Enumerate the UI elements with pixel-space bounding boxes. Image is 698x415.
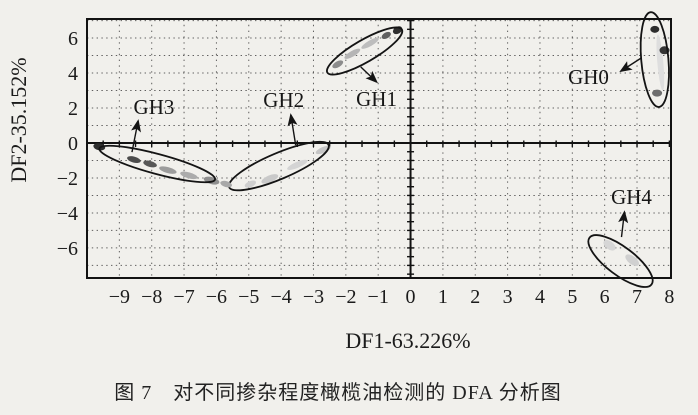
data-point [180,171,198,180]
y-tick-label: 0 [68,133,78,155]
data-point [344,48,361,59]
y-tick-label: 4 [68,63,78,85]
y-tick-label: 2 [68,98,78,120]
data-point [287,159,308,170]
data-point [656,34,665,91]
data-point [650,25,660,33]
data-point [93,143,106,151]
x-tick-label: −2 [335,286,356,308]
y-tick-label: 6 [68,28,78,50]
grid-layer [87,19,671,278]
data-point [381,31,391,40]
cluster-gh4: GH4 [587,185,654,288]
x-axis-title: DF1-63.226% [345,328,470,353]
cluster-gh1: GH1 [326,26,404,111]
x-tick-label: 1 [438,286,448,308]
cluster-boundary [98,144,216,184]
annotation-arrow [287,113,298,146]
data-point [203,176,220,185]
x-tick-label: 6 [600,286,610,308]
clusters-layer: GH0 GH1 GH2 GH3 GH4 [93,11,670,288]
cluster-label: GH1 [356,87,397,111]
axes-layer [86,18,672,279]
data-point [143,160,157,168]
cluster-boundary [639,11,670,108]
data-point [159,166,177,174]
data-point [603,240,616,251]
data-point [625,254,640,266]
x-tick-label: −7 [173,286,194,308]
cluster-gh3: GH3 [93,95,232,188]
cluster-boundary [587,234,654,288]
x-tick-label: −1 [368,286,389,308]
cluster-gh0: GH0 [568,11,670,108]
annotation-arrow [619,57,642,73]
y-tick-label: −6 [57,238,78,260]
cluster-label: GH2 [263,88,304,112]
x-tick-label: −8 [141,286,162,308]
x-tick-label: −4 [270,286,291,308]
cluster-label: GH4 [611,185,652,209]
annotation-arrow [131,119,141,153]
figure-caption: 图 7 对不同掺杂程度橄榄油检测的 DFA 分析图 [114,382,562,404]
x-tick-label: 7 [632,286,642,308]
x-tick-label: 8 [664,286,674,308]
x-tick-label: −3 [303,286,324,308]
data-point [652,89,663,97]
labels-layer: −9 −8 −7 −6 −5 −4 −3 −2 −1 0 1 2 3 4 5 6 7 86420−2−4−6DF1… [6,28,674,353]
x-tick-label: 5 [567,286,577,308]
data-point [361,37,379,49]
x-tick-label: 2 [470,286,480,308]
data-point [244,180,257,188]
data-point [261,174,279,184]
data-point [127,156,141,164]
cluster-label: GH0 [568,65,609,89]
annotation-arrow [618,210,629,238]
x-tick-label: 0 [406,286,416,308]
cluster-label: GH3 [134,95,175,119]
x-tick-label: −6 [206,286,227,308]
data-point [332,60,344,69]
annotation-arrow [360,66,378,84]
y-axis-title: DF2-35.152% [6,57,31,182]
y-tick-label: −4 [57,203,78,225]
x-tick-label: −5 [238,286,259,308]
y-tick-label: −2 [57,168,78,190]
data-point [220,180,232,188]
data-point [315,145,331,155]
x-tick-label: 4 [535,286,545,308]
cluster-boundary [326,26,404,76]
x-tick-label: −9 [109,286,130,308]
plot-border [86,18,672,279]
x-tick-label: 3 [503,286,513,308]
